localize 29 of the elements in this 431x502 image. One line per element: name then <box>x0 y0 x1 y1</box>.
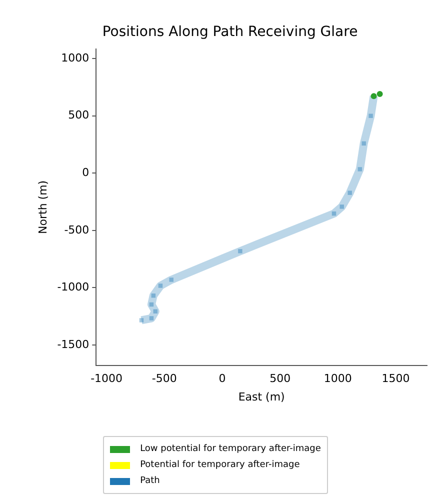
point <box>158 284 163 288</box>
point <box>149 316 154 320</box>
y-tick-label: -500 <box>64 223 90 236</box>
y-tick-label: 1000 <box>61 51 90 64</box>
x-tick-label: 0 <box>218 372 226 386</box>
x-tick-label: -500 <box>152 372 177 386</box>
legend-label: Path <box>140 475 160 488</box>
chart-title: Positions Along Path Receiving Glare <box>102 24 358 40</box>
y-tick-label: 500 <box>68 108 90 122</box>
x-tick-label: 1500 <box>382 372 410 386</box>
point <box>169 278 174 282</box>
point <box>362 141 366 146</box>
x-tick-label: -1000 <box>90 372 123 386</box>
y-tick-label: 0 <box>82 166 90 179</box>
y-tick-label: -1000 <box>57 280 90 294</box>
point <box>238 249 242 254</box>
point <box>358 167 362 172</box>
x-tick-label: 1000 <box>324 372 352 386</box>
y-axis-title: North (m) <box>36 180 50 234</box>
point <box>376 91 383 98</box>
x-tick-label: 500 <box>270 372 291 386</box>
point <box>348 190 352 195</box>
point <box>340 204 344 209</box>
y-tick-label: -1500 <box>57 338 90 351</box>
x-axis-title: East (m) <box>238 390 285 404</box>
legend-label: Potential for temporary after-image <box>140 459 300 472</box>
point <box>368 114 373 118</box>
point <box>139 318 144 322</box>
legend-label: Low potential for temporary after-image <box>140 443 321 456</box>
